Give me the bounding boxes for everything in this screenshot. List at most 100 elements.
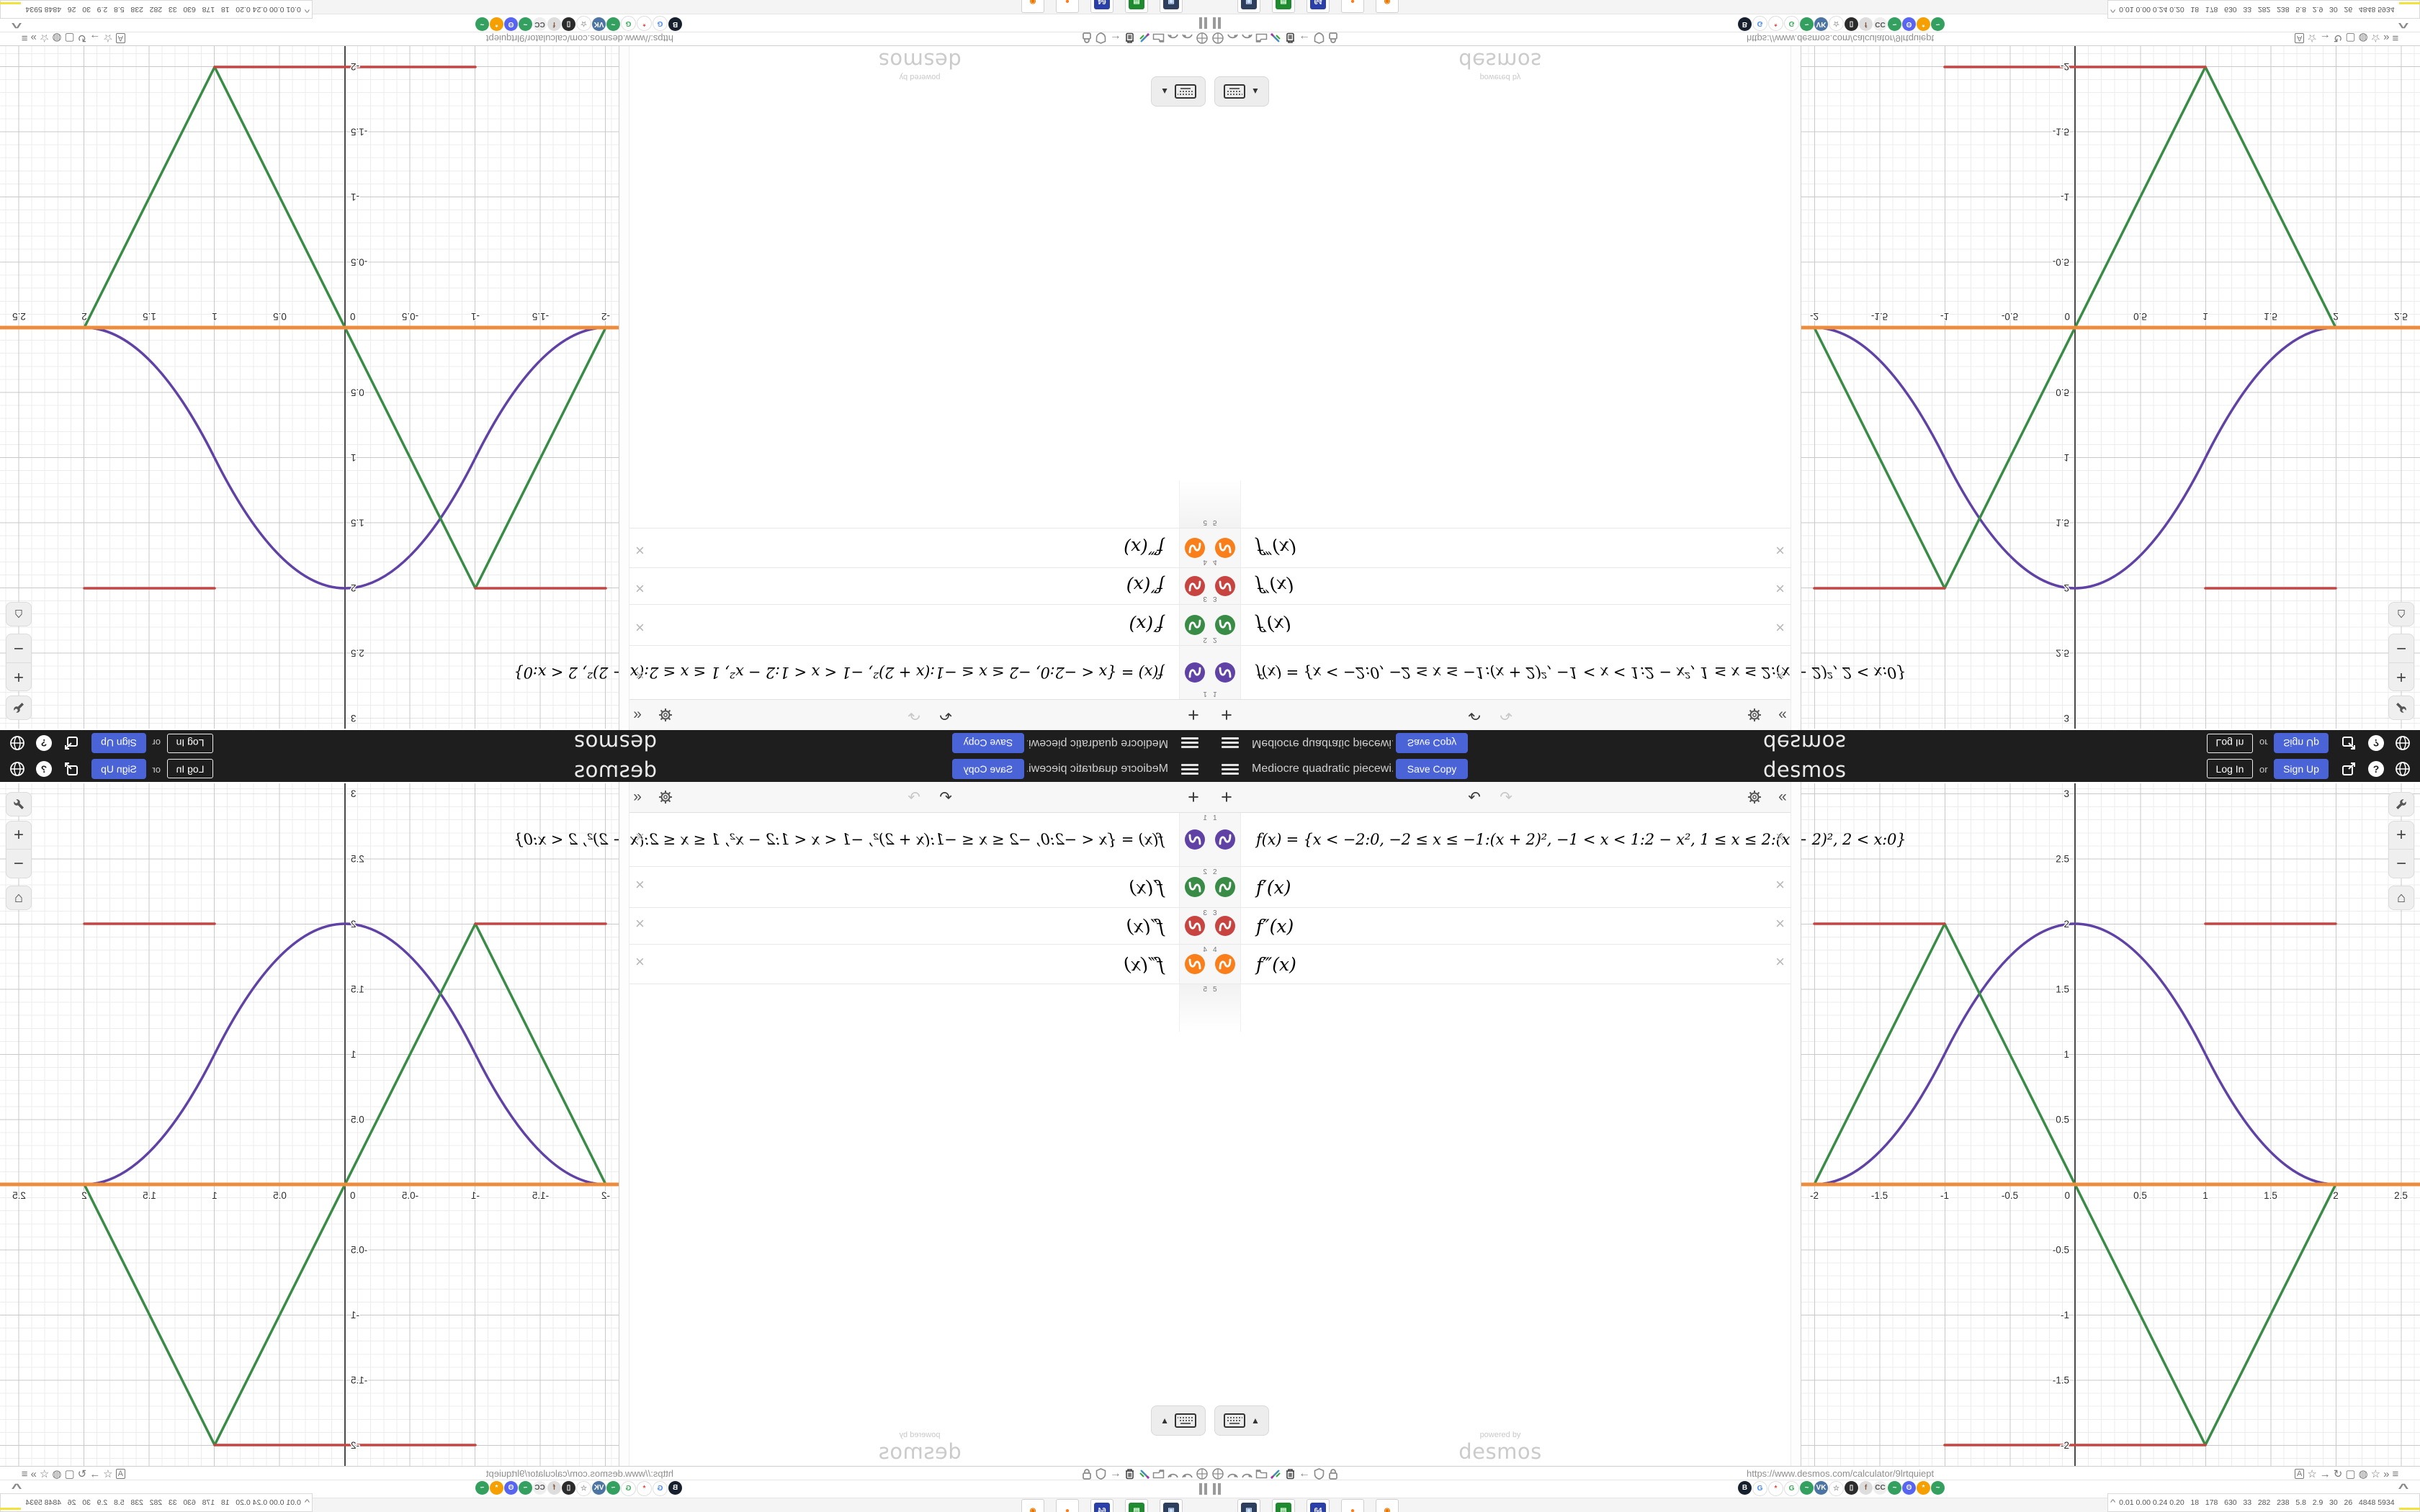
add-expression-button[interactable]: +	[1188, 704, 1199, 726]
desmos-logo[interactable]: desmos	[573, 730, 657, 755]
zoom-in-button[interactable]: +	[6, 662, 32, 691]
brush-icon[interactable]	[1138, 1467, 1151, 1480]
chevron-up-icon[interactable]: ^	[2398, 1481, 2409, 1495]
expression-latex[interactable]: f(x) = {x < −2:0, −2 ≤ x ≤ −1:(x + 2)², …	[1256, 664, 1906, 681]
meter-icon[interactable]	[1167, 1467, 1180, 1480]
main-menu-icon[interactable]	[1180, 736, 1198, 750]
meter-icon[interactable]	[1226, 32, 1239, 45]
edit-list-gear-icon[interactable]	[654, 782, 677, 812]
favicon[interactable]: ~	[519, 1481, 532, 1495]
expression-row-2[interactable]: 2 f′(x) ×	[1210, 867, 1791, 908]
collapse-panel-icon[interactable]: «	[633, 707, 642, 724]
graph-canvas[interactable]: -2 -1.5 -1 -0.5 0 0.5 1 1.5 2 2.5 3 2.5 2 1.5 1 0.5 -0.5…	[0, 783, 619, 1466]
expression-row-3[interactable]: 3 f″(x) ×	[629, 567, 1210, 604]
row-4-gutter[interactable]: 4	[1179, 528, 1210, 567]
favicon[interactable]: ☆	[1829, 16, 1844, 31]
curve-style-icon-f-prime[interactable]	[1185, 615, 1205, 635]
favicon[interactable]: B	[1738, 1481, 1752, 1495]
favicon[interactable]: VK	[1814, 17, 1828, 31]
curve-style-icon-f-prime[interactable]	[1185, 877, 1205, 897]
favicon[interactable]: B	[668, 1481, 682, 1495]
row-3-gutter[interactable]: 3	[1179, 908, 1210, 944]
expression-row-1[interactable]: 1 f(x) = {x < −2:0, −2 ≤ x ≤ −1:(x + 2)²…	[514, 813, 1210, 867]
chevron-up-icon[interactable]: ^	[2398, 17, 2409, 31]
default-zoom-home-button[interactable]: ⌂	[2388, 602, 2414, 626]
favicon[interactable]: *	[1768, 1481, 1783, 1496]
language-globe-icon[interactable]	[9, 735, 25, 751]
add-expression-button[interactable]: +	[1221, 704, 1232, 726]
curve-style-icon-f-triple-prime[interactable]	[1185, 538, 1205, 558]
help-icon[interactable]: ?	[36, 761, 52, 777]
expression-row-next[interactable]: 5	[629, 984, 1210, 1032]
pause-bars-icon[interactable]	[1213, 17, 1221, 29]
shield-icon[interactable]	[1312, 1467, 1325, 1480]
share-icon[interactable]	[2341, 761, 2357, 777]
curve-style-icon-f-triple-prime[interactable]	[1185, 954, 1205, 974]
favicon[interactable]: G	[1784, 16, 1799, 31]
favicon[interactable]: *	[637, 1481, 652, 1496]
save-copy-button[interactable]: Save Copy	[952, 759, 1024, 779]
graph-settings-wrench-icon[interactable]	[6, 696, 32, 720]
forward-icon[interactable]: →	[2319, 32, 2331, 45]
expression-row-2[interactable]: 2 f′(x) ×	[1210, 604, 1791, 645]
zoom-out-button[interactable]: −	[6, 850, 32, 878]
reload-icon[interactable]: ↻	[77, 32, 87, 44]
favicon[interactable]: ☆	[576, 1481, 591, 1496]
row-1-gutter[interactable]: 1	[1179, 813, 1210, 866]
favicon[interactable]: f	[1859, 17, 1873, 31]
expression-latex[interactable]: f‴(x)	[1124, 953, 1164, 975]
delete-expression-icon[interactable]: ×	[1775, 541, 1785, 560]
log-in-button[interactable]: Log In	[2207, 734, 2253, 753]
expression-row-1[interactable]: 1 f(x) = {x < −2:0, −2 ≤ x ≤ −1:(x + 2)²…	[1210, 645, 1906, 699]
pause-bars-icon[interactable]	[1199, 17, 1207, 29]
log-in-button[interactable]: Log In	[167, 734, 213, 753]
desmos-logo[interactable]: desmos	[1763, 757, 1847, 782]
reload-icon[interactable]: ↻	[2333, 1468, 2343, 1480]
expression-row-2[interactable]: 2 f′(x) ×	[629, 867, 1210, 908]
expression-latex[interactable]: f″(x)	[1126, 915, 1164, 937]
system-monitor-widget[interactable]: ^ 0.01 0.00 0.24 0.20 18 178 630 33 282 …	[0, 1493, 313, 1512]
meter-icon[interactable]	[1240, 1467, 1253, 1480]
row-1-gutter[interactable]: 1	[1179, 646, 1210, 699]
graph-settings-wrench-icon[interactable]	[2388, 696, 2414, 720]
main-menu-icon[interactable]	[1222, 736, 1240, 750]
sign-up-button[interactable]: Sign Up	[91, 733, 146, 753]
favicon[interactable]: G	[653, 16, 668, 31]
row-1-gutter[interactable]: 1	[1210, 813, 1241, 866]
expression-scrollbar[interactable]	[1791, 782, 1801, 1466]
expression-row-4[interactable]: 4 f‴(x) ×	[1210, 945, 1791, 984]
default-zoom-home-button[interactable]: ⌂	[6, 886, 32, 910]
graph-settings-wrench-icon[interactable]	[2388, 792, 2414, 816]
overflow-chevrons-icon[interactable]: »	[2383, 32, 2390, 45]
globe-icon[interactable]	[1196, 1467, 1209, 1480]
shield-icon[interactable]	[1095, 1467, 1108, 1480]
show-keyboard-button[interactable]: ▲	[1214, 1405, 1269, 1436]
undo-icon[interactable]: ↶	[1468, 706, 1481, 724]
favicon[interactable]: G	[653, 1481, 668, 1496]
overflow-chevrons-icon[interactable]: »	[30, 32, 37, 45]
favicon[interactable]: *	[490, 1481, 503, 1495]
translate-icon[interactable]: A	[2295, 33, 2305, 43]
undo-icon[interactable]: ↶	[939, 706, 952, 724]
app-icon[interactable]: ◉	[1021, 1499, 1044, 1512]
delete-expression-icon[interactable]: ×	[635, 666, 645, 685]
favicon[interactable]: ~	[519, 17, 532, 31]
favicon[interactable]: G	[1752, 16, 1767, 31]
delete-expression-icon[interactable]: ×	[1775, 875, 1785, 894]
zoom-out-button[interactable]: −	[6, 634, 32, 662]
meter-icon[interactable]	[1240, 32, 1253, 45]
delete-expression-icon[interactable]: ×	[1775, 952, 1785, 971]
show-keyboard-button[interactable]: ▲	[1151, 1405, 1206, 1436]
favicon[interactable]: CC	[533, 1481, 547, 1495]
favicon[interactable]: *	[1917, 17, 1930, 31]
expression-latex[interactable]: f″(x)	[1126, 575, 1164, 597]
favicon[interactable]: ▯	[1845, 1481, 1858, 1495]
menu-lines-icon[interactable]: ≡	[2392, 1467, 2399, 1480]
favicon[interactable]: ʘ	[504, 1481, 518, 1495]
redo-icon[interactable]: ↷	[908, 788, 920, 806]
favicon[interactable]: *	[1917, 1481, 1930, 1495]
expression-row-3[interactable]: 3 f″(x) ×	[1210, 567, 1791, 604]
system-monitor-widget[interactable]: ^ 0.01 0.00 0.24 0.20 18 178 630 33 282 …	[0, 0, 313, 19]
expression-latex[interactable]: f′(x)	[1129, 876, 1164, 898]
favicon[interactable]: f	[547, 1481, 561, 1495]
